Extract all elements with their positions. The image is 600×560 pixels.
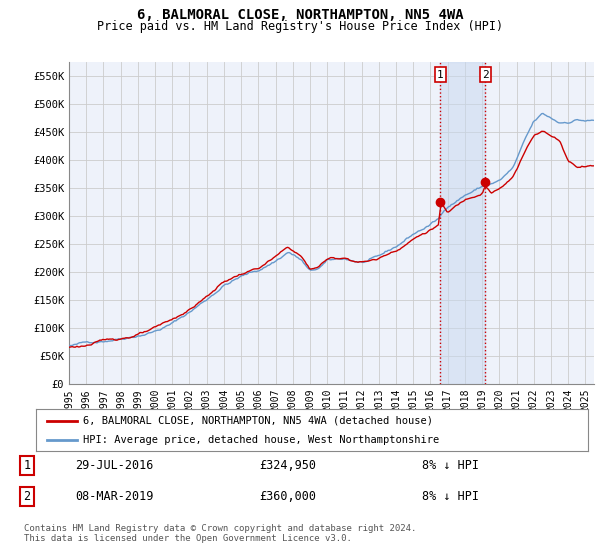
Text: 29-JUL-2016: 29-JUL-2016 bbox=[75, 459, 153, 472]
Text: 1: 1 bbox=[437, 69, 444, 80]
Text: 1: 1 bbox=[23, 459, 31, 472]
Text: £360,000: £360,000 bbox=[260, 489, 317, 503]
Text: HPI: Average price, detached house, West Northamptonshire: HPI: Average price, detached house, West… bbox=[83, 435, 439, 445]
Text: Price paid vs. HM Land Registry's House Price Index (HPI): Price paid vs. HM Land Registry's House … bbox=[97, 20, 503, 32]
Text: 2: 2 bbox=[23, 489, 31, 503]
Bar bbox=[440, 62, 485, 384]
Text: 2: 2 bbox=[482, 69, 488, 80]
Text: 6, BALMORAL CLOSE, NORTHAMPTON, NN5 4WA: 6, BALMORAL CLOSE, NORTHAMPTON, NN5 4WA bbox=[137, 8, 463, 22]
Text: 8% ↓ HPI: 8% ↓ HPI bbox=[421, 489, 479, 503]
Text: 08-MAR-2019: 08-MAR-2019 bbox=[75, 489, 153, 503]
Text: 6, BALMORAL CLOSE, NORTHAMPTON, NN5 4WA (detached house): 6, BALMORAL CLOSE, NORTHAMPTON, NN5 4WA … bbox=[83, 416, 433, 426]
Text: Contains HM Land Registry data © Crown copyright and database right 2024.
This d: Contains HM Land Registry data © Crown c… bbox=[24, 524, 416, 543]
Text: £324,950: £324,950 bbox=[260, 459, 317, 472]
Text: 8% ↓ HPI: 8% ↓ HPI bbox=[421, 459, 479, 472]
